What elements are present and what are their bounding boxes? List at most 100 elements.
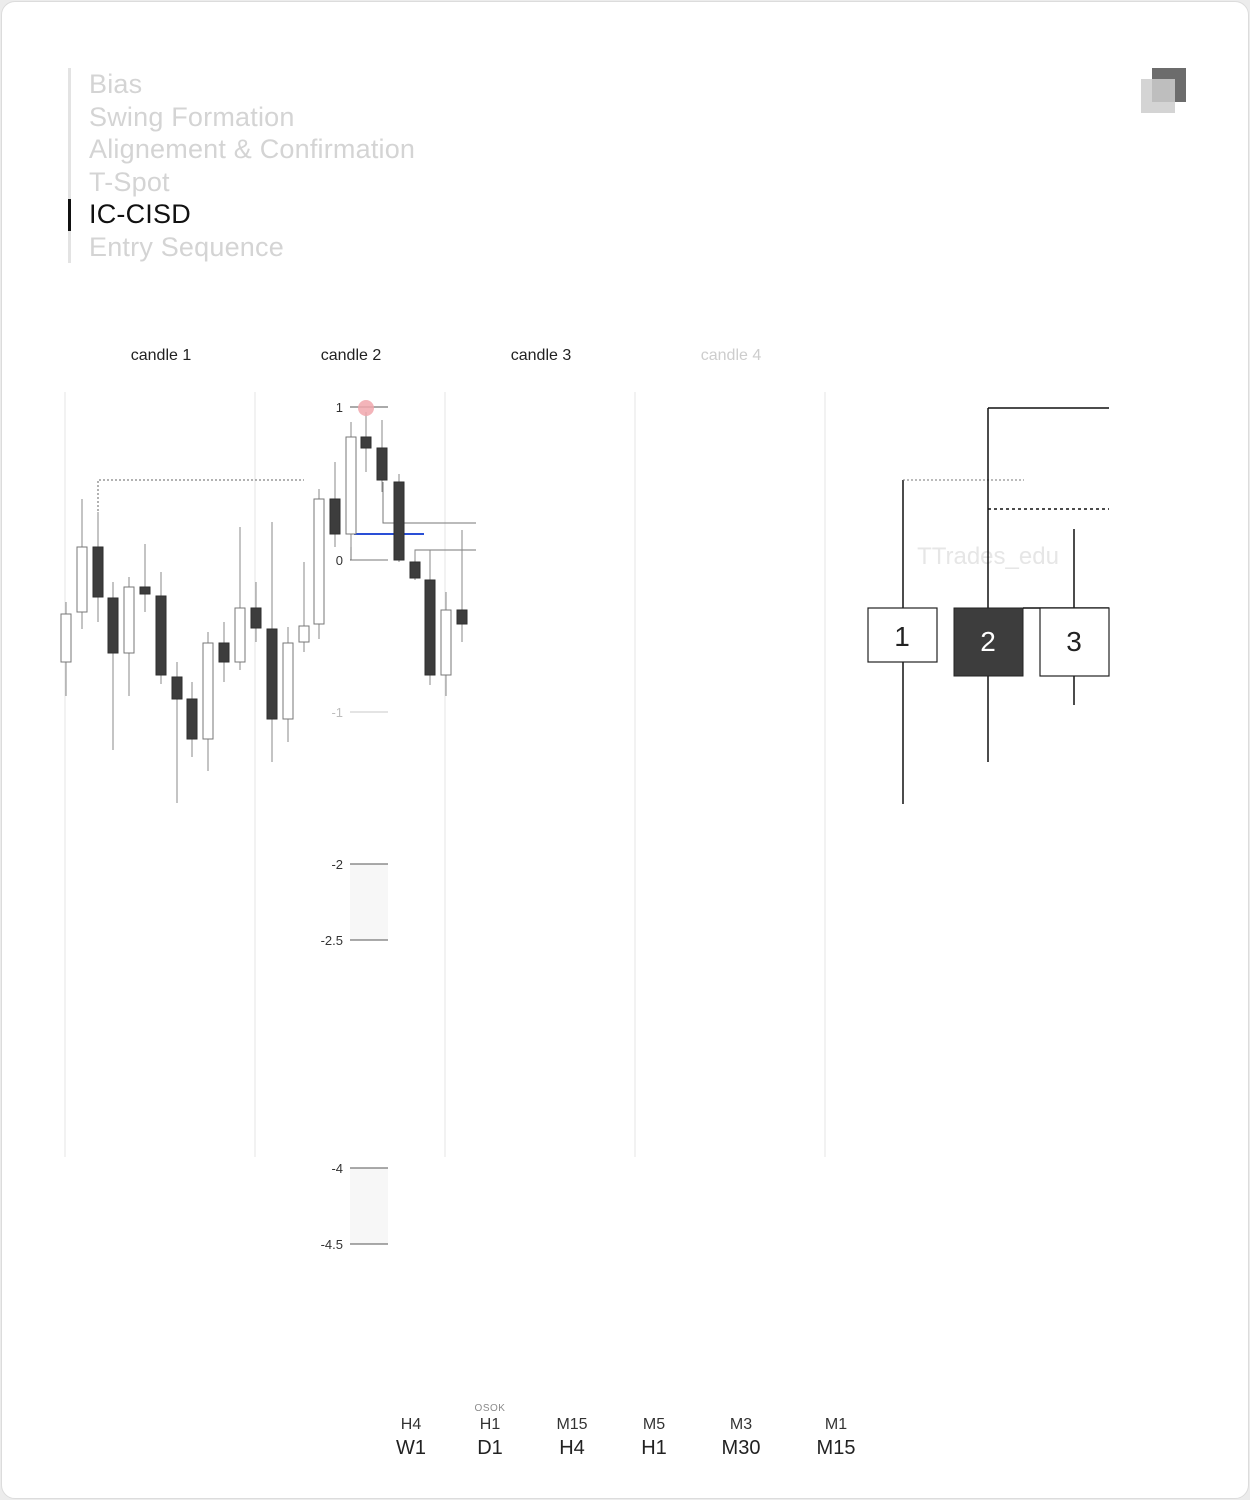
bearish-candle-body [456,609,468,625]
step-entry-sequence[interactable]: Entry Sequence [89,232,284,262]
bearish-candle-body [218,642,230,663]
candlestick [107,582,119,750]
brand-logo [1141,68,1187,114]
timeframe-h1[interactable]: M5 H1 [619,1402,689,1461]
step-swing-formation[interactable]: Swing Formation [89,102,295,132]
candlestick [92,512,104,622]
column-label-candle-4[interactable]: candle 4 [700,347,762,364]
candlestick [282,627,294,742]
candlestick [440,592,452,696]
column-label-candle-1[interactable]: candle 1 [130,347,192,364]
active-step-marker [68,199,71,231]
timeframe-main: H1 [641,1437,667,1459]
candlestick [376,420,388,492]
candlestick [298,562,310,652]
timeframe-tag: OSOK [474,1403,506,1414]
candlestick [76,499,88,629]
bearish-candle-body [155,595,167,676]
timeframe-sub: M5 [642,1416,666,1433]
fib-label-minus-4: -4 [331,1161,343,1176]
bearish-candle-body [266,628,278,720]
bearish-candle-body [409,561,421,579]
bullish-candle-body [282,642,294,720]
step-ic-cisd[interactable]: IC-CISD [89,199,191,229]
fib-label-minus-2: -2 [331,857,343,872]
bullish-candle-body [76,546,88,613]
fib-labels: 1 0 -1 -2 -2.5 -4 -4.5 [321,400,343,1252]
candle-3-body [1039,607,1110,677]
bullish-candle-body [202,642,214,740]
bearish-candle-body [424,579,436,676]
timeframe-sub: H1 [479,1416,501,1433]
candlestick [250,582,262,642]
candlestick [409,550,421,580]
candlestick [456,530,468,642]
candlestick [360,412,372,472]
bearish-candle-body [329,498,341,535]
candlestick [123,577,135,696]
timeframe-tag [706,1402,776,1415]
timeframe-sub: H4 [400,1416,422,1433]
bullish-candle-body [440,609,452,676]
fib-label-0: 0 [336,553,343,568]
bullish-candle-body [313,498,325,625]
candlestick [139,544,151,612]
cisd-level-line [382,482,476,524]
target-zone [350,1168,388,1244]
bearish-candle-body [250,607,262,629]
bullish-candle-body [298,625,310,643]
bearish-candle-body [139,586,151,595]
candlestick [202,632,214,771]
timeframe-main: M30 [721,1437,761,1459]
timeframe-main: D1 [477,1437,503,1459]
candlestick [313,489,325,639]
timeframe-tag [376,1402,446,1415]
candle-2-body [953,607,1024,677]
candlestick [424,550,436,685]
candle-1-number: 1 [894,621,910,652]
column-separators [64,392,826,1157]
bearish-candle-body [186,698,198,740]
timeframe-tag [619,1402,689,1415]
column-label-candle-3[interactable]: candle 3 [510,347,572,364]
candlestick [345,422,357,547]
bearish-candle-body [376,447,388,481]
candlestick [218,622,230,682]
step-bias[interactable]: Bias [89,69,143,99]
candlestick-series [60,412,468,803]
timeframe-m15[interactable]: M1 M15 [801,1402,871,1461]
bearish-candle-body [360,436,372,449]
timeframe-d1[interactable]: OSOK H1 D1 [455,1402,525,1461]
timeframe-sub: M15 [556,1416,588,1433]
timeframe-main: M15 [816,1437,856,1459]
timeframe-m30[interactable]: M3 M30 [706,1402,776,1461]
zero-level-bracket [350,522,388,561]
timeframe-sub: M1 [824,1416,848,1433]
candlestick [186,682,198,757]
fib-label-minus-4-5: -4.5 [321,1237,343,1252]
candlestick [329,462,341,547]
timeframe-tag [801,1402,871,1415]
candlestick [155,572,167,684]
step-alignement-confirmation[interactable]: Alignement & Confirmation [89,134,416,164]
step-t-spot[interactable]: T-Spot [89,167,170,197]
target-zone [350,864,388,940]
fib-label-minus-1: -1 [331,705,343,720]
candlestick [266,522,278,762]
candlestick [234,527,246,670]
timeframe-h4[interactable]: M15 H4 [537,1402,607,1461]
swing-high-dotted-line [97,479,304,547]
timeframe-w1[interactable]: H4 W1 [376,1402,446,1461]
bullish-candle-body [60,613,72,663]
column-label-candle-2[interactable]: candle 2 [320,347,382,364]
candlestick [393,474,405,562]
fib-label-minus-2-5: -2.5 [321,933,343,948]
candlestick [60,602,72,696]
candle-3-number: 3 [1066,626,1082,657]
bearish-candle-body [393,481,405,561]
bullish-candle-body [345,436,357,535]
swing-high-marker [358,400,374,416]
step-rail [68,68,71,263]
